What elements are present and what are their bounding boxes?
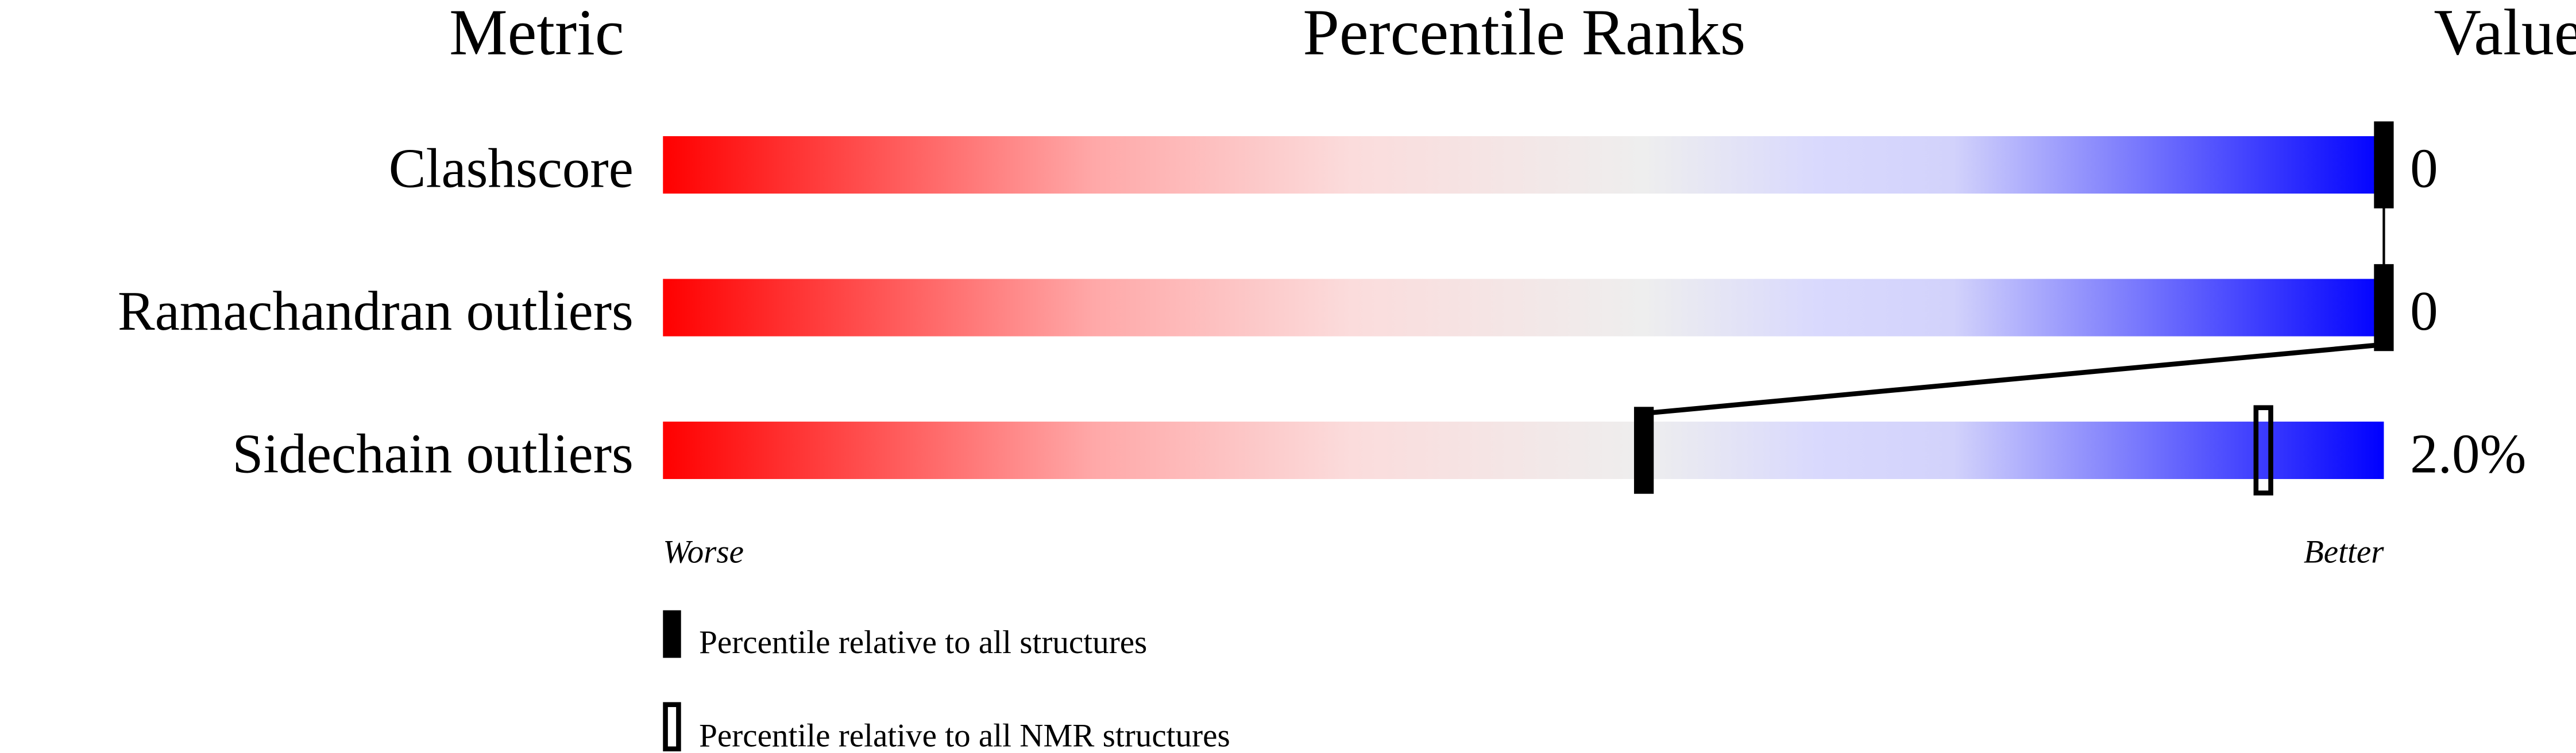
percentile-link-line — [1643, 342, 2384, 416]
nmr-percentile-marker — [2253, 405, 2273, 496]
legend-label-nmr: Percentile relative to all NMR structure… — [699, 718, 1230, 753]
metric-value: 0 — [2410, 138, 2438, 200]
all-percentile-marker — [2374, 264, 2394, 352]
metric-label: Clashscore — [389, 138, 634, 200]
axis-label-worse: Worse — [663, 534, 744, 570]
metric-label: Ramachandran outliers — [118, 280, 634, 342]
all-percentile-marker — [1633, 407, 1654, 494]
legend-open-marker-icon — [663, 702, 681, 752]
legend-label-all: Percentile relative to all structures — [699, 624, 1147, 661]
metric-value: 2.0% — [2410, 423, 2526, 485]
metric-value: 0 — [2410, 280, 2438, 342]
legend-filled-marker-icon — [663, 610, 681, 658]
header-value: Value — [2434, 0, 2576, 68]
all-percentile-marker — [2374, 121, 2394, 208]
axis-label-better: Better — [2304, 534, 2384, 570]
percentile-bar — [663, 422, 2384, 480]
percentile-bar — [663, 136, 2384, 194]
percentile-bar — [663, 279, 2384, 337]
metric-label: Sidechain outliers — [232, 423, 634, 485]
header-metric: Metric — [449, 0, 624, 68]
header-percentile-ranks: Percentile Ranks — [1303, 0, 1745, 68]
